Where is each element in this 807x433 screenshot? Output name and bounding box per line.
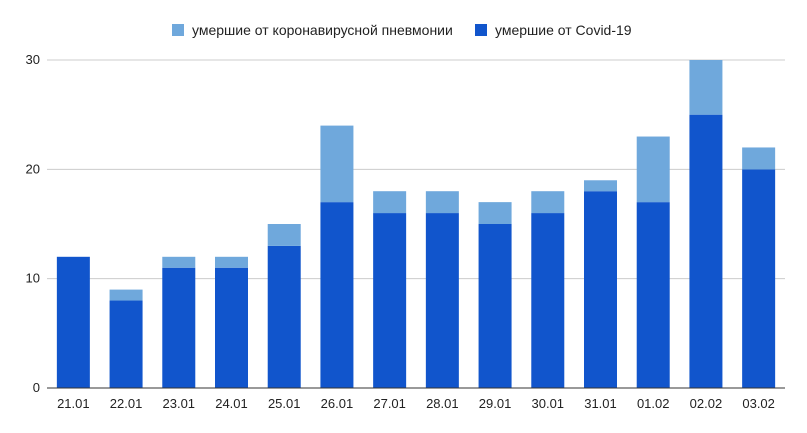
bar-pneumonia [531, 191, 565, 214]
bar-pneumonia [689, 60, 723, 115]
bar-pneumonia [320, 125, 354, 203]
bar-covid19 [636, 202, 670, 388]
x-tick-label: 03.02 [742, 396, 775, 411]
x-tick-label: 23.01 [163, 396, 196, 411]
bar-covid19 [56, 256, 90, 388]
bar-pneumonia [373, 191, 407, 214]
x-tick-label: 21.01 [57, 396, 90, 411]
bar-pneumonia [267, 224, 301, 246]
y-tick-label: 0 [33, 380, 40, 395]
bar-covid19 [584, 191, 617, 388]
bar-pneumonia [425, 191, 459, 214]
x-tick-label: 28.01 [426, 396, 459, 411]
x-tick-label: 26.01 [321, 396, 354, 411]
bar-covid19 [320, 202, 354, 388]
x-tick-label: 29.01 [479, 396, 512, 411]
x-tick-label: 01.02 [637, 396, 670, 411]
bar-covid19 [742, 169, 776, 388]
bar-covid19 [373, 213, 407, 388]
bar-covid19 [267, 245, 301, 388]
bar-covid19 [425, 213, 459, 388]
legend-label: умершие от коронавирусной пневмонии [192, 22, 453, 38]
bar-pneumonia [215, 256, 248, 268]
bar-pneumonia [584, 180, 617, 192]
x-tick-label: 25.01 [268, 396, 301, 411]
bar-pneumonia [478, 202, 512, 224]
legend-label: умершие от Covid-19 [495, 22, 632, 38]
bar-pneumonia [162, 256, 196, 268]
x-tick-label: 31.01 [584, 396, 617, 411]
bar-covid19 [478, 224, 512, 388]
bar-covid19 [215, 267, 248, 388]
bar-covid19 [109, 300, 143, 388]
legend-swatch [172, 24, 184, 36]
bar-covid19 [689, 114, 723, 389]
legend-swatch [475, 24, 487, 36]
x-tick-label: 24.01 [215, 396, 248, 411]
x-tick-label: 27.01 [373, 396, 406, 411]
bar-covid19 [162, 267, 196, 388]
bar-pneumonia [109, 289, 143, 301]
bar-pneumonia [636, 136, 670, 203]
y-tick-label: 30 [26, 52, 40, 67]
x-tick-label: 22.01 [110, 396, 143, 411]
x-tick-label: 30.01 [532, 396, 565, 411]
bar-covid19 [531, 213, 565, 388]
y-tick-label: 10 [26, 271, 40, 286]
y-tick-label: 20 [26, 161, 40, 176]
x-tick-label: 02.02 [690, 396, 723, 411]
bar-pneumonia [742, 147, 776, 170]
